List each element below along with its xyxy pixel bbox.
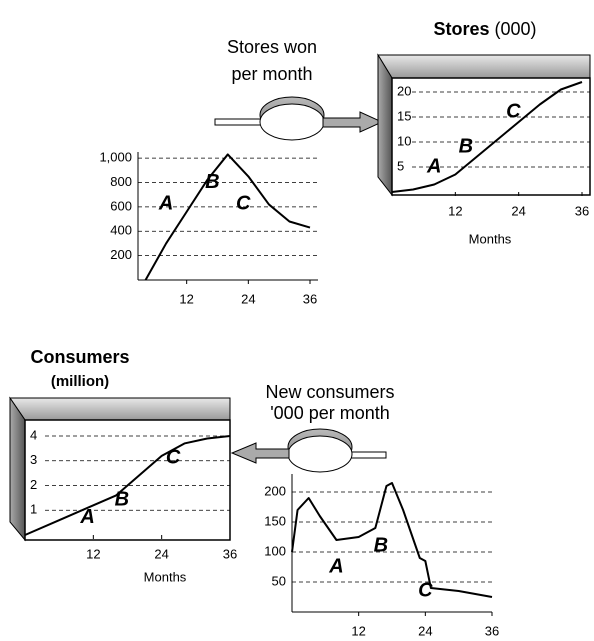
annotation: B [459, 135, 473, 157]
y-tick-label: 5 [397, 158, 404, 173]
x-tick-label: 36 [303, 291, 317, 306]
x-tick-label: 12 [351, 623, 365, 636]
y-tick-label: 2 [30, 477, 37, 492]
annotation: A [426, 155, 441, 177]
title-text: Stores [433, 19, 489, 39]
annotation: A [158, 193, 173, 215]
stock-side [10, 398, 25, 540]
annotation: B [115, 489, 129, 511]
y-tick-label: 4 [30, 427, 37, 442]
x-axis-label: Months [144, 569, 187, 584]
chart-title: Stores (000) [433, 19, 536, 39]
data-line [146, 154, 310, 280]
y-tick-label: 200 [264, 483, 286, 498]
y-tick-label: 15 [397, 108, 411, 123]
annotation: A [79, 506, 94, 528]
annotation: C [418, 579, 433, 601]
y-tick-label: 200 [110, 247, 132, 262]
chart-title: Consumers [30, 347, 129, 367]
stock-top [10, 398, 230, 420]
x-tick-label: 24 [418, 623, 432, 636]
x-tick-label: 24 [511, 203, 525, 218]
y-tick-label: 50 [272, 573, 286, 588]
diagram: Stores wonper month2004006008001,0001224… [0, 0, 594, 636]
page: Stores wonper month2004006008001,0001224… [0, 0, 594, 641]
x-axis-label: Months [469, 231, 512, 246]
chart-title: '000 per month [270, 403, 390, 423]
flow-valve [232, 429, 386, 472]
annotation: C [236, 193, 251, 215]
annotation: C [506, 100, 521, 122]
y-tick-label: 600 [110, 198, 132, 213]
annotation: B [205, 171, 219, 193]
y-tick-label: 800 [110, 174, 132, 189]
x-tick-label: 12 [179, 291, 193, 306]
subtitle-text: (000) [495, 19, 537, 39]
y-tick-label: 20 [397, 83, 411, 98]
annotation: C [166, 447, 181, 469]
chart-title: New consumers [265, 382, 394, 402]
chart-subtitle: (million) [51, 373, 109, 390]
x-tick-label: 12 [86, 546, 100, 561]
flow-valve [215, 97, 382, 140]
title-text: Consumers [30, 347, 129, 367]
y-tick-label: 100 [264, 543, 286, 558]
x-tick-label: 36 [575, 203, 589, 218]
y-tick-label: 10 [397, 133, 411, 148]
x-tick-label: 12 [448, 203, 462, 218]
annotation: A [328, 555, 343, 577]
data-line [292, 483, 492, 597]
x-tick-label: 36 [223, 546, 237, 561]
y-tick-label: 3 [30, 452, 37, 467]
stock-side [378, 55, 392, 195]
y-tick-label: 1,000 [99, 150, 132, 165]
x-tick-label: 24 [241, 291, 255, 306]
stock-top [378, 55, 590, 78]
chart-title: Stores won [227, 37, 317, 57]
y-tick-label: 150 [264, 513, 286, 528]
x-tick-label: 24 [154, 546, 168, 561]
stock-face [392, 78, 590, 195]
y-tick-label: 1 [30, 502, 37, 517]
annotation: B [374, 534, 388, 556]
x-tick-label: 36 [485, 623, 499, 636]
chart-title: per month [231, 64, 312, 84]
y-tick-label: 400 [110, 223, 132, 238]
